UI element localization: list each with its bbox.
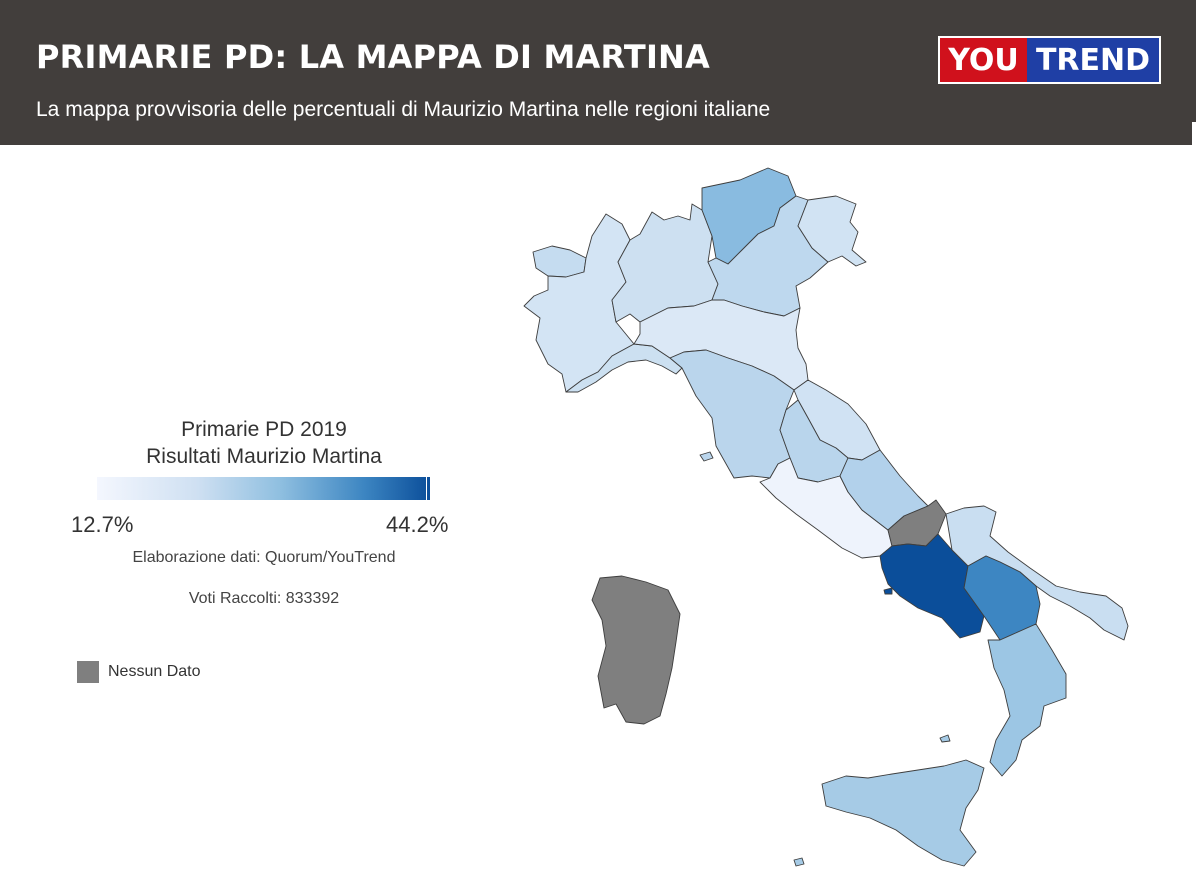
island-lipari — [939, 734, 951, 743]
region-campania[interactable] — [879, 533, 985, 639]
no-data-swatch — [77, 661, 99, 683]
region-friuli-venezia-giulia[interactable] — [797, 195, 867, 267]
votes-collected: Voti Raccolti: 833392 — [188, 590, 340, 607]
header-bar: PRIMARIE PD: LA MAPPA DI MARTINA La mapp… — [0, 0, 1192, 145]
island-elba — [699, 451, 714, 462]
region-sicilia[interactable] — [821, 759, 985, 867]
legend-max-tick — [426, 477, 427, 500]
region-basilicata[interactable] — [963, 555, 1041, 641]
legend-title: Primarie PD 2019 Risultati Maurizio Mart… — [98, 416, 430, 470]
page-subtitle: La mappa provvisoria delle percentuali d… — [36, 98, 771, 121]
logo-part-trend: TREND — [1027, 38, 1159, 82]
data-credit: Elaborazione dati: Quorum/YouTrend — [132, 549, 396, 566]
legend-title-line2: Risultati Maurizio Martina — [146, 445, 382, 468]
region-liguria[interactable] — [565, 343, 683, 393]
italy-map — [523, 167, 1129, 867]
legend-color-scale — [97, 477, 430, 500]
page-title: PRIMARIE PD: LA MAPPA DI MARTINA — [36, 38, 710, 76]
island-capri-ischia — [883, 587, 893, 595]
logo-part-you: YOU — [940, 38, 1027, 82]
legend-min-label: 12.7% — [71, 512, 134, 537]
region-valle-d-aosta[interactable] — [532, 245, 587, 278]
region-calabria[interactable] — [987, 623, 1067, 777]
legend-max-label: 44.2% — [386, 512, 449, 537]
island-pantelleria — [793, 857, 805, 867]
no-data-label: Nessun Dato — [108, 663, 201, 680]
legend-title-line1: Primarie PD 2019 — [181, 418, 347, 441]
header-edge — [1192, 0, 1196, 122]
region-sardegna[interactable] — [591, 575, 681, 725]
youtrend-logo: YOU TREND — [938, 36, 1161, 84]
